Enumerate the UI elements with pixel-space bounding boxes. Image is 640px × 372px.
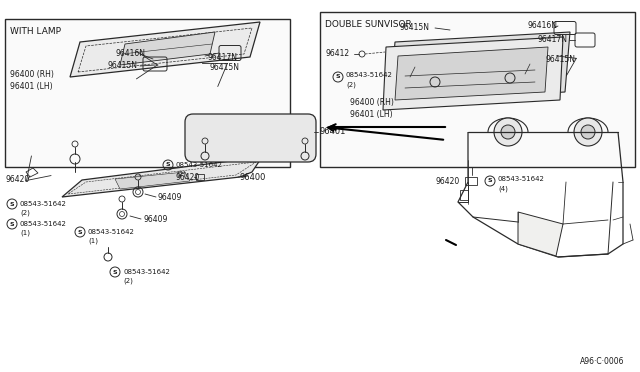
Circle shape bbox=[494, 118, 522, 146]
Text: 96415N: 96415N bbox=[545, 55, 575, 64]
Text: 96420: 96420 bbox=[435, 176, 460, 186]
Text: 96400: 96400 bbox=[240, 173, 266, 183]
Text: 08543-51642: 08543-51642 bbox=[346, 72, 393, 78]
Text: 08543-51642: 08543-51642 bbox=[20, 201, 67, 207]
Polygon shape bbox=[120, 32, 215, 65]
Text: 96416N: 96416N bbox=[528, 22, 558, 31]
Text: 96420: 96420 bbox=[175, 173, 199, 182]
Text: 08543-51642: 08543-51642 bbox=[176, 162, 223, 168]
Circle shape bbox=[581, 125, 595, 139]
Text: S: S bbox=[113, 269, 117, 275]
Text: S: S bbox=[77, 230, 83, 234]
Polygon shape bbox=[518, 212, 563, 256]
Bar bbox=[320, 12, 635, 167]
Polygon shape bbox=[62, 157, 262, 197]
Polygon shape bbox=[390, 32, 570, 102]
Text: 96401 (LH): 96401 (LH) bbox=[350, 110, 392, 119]
Text: 08543-51642: 08543-51642 bbox=[20, 221, 67, 227]
Text: S: S bbox=[488, 179, 492, 183]
Text: (2): (2) bbox=[176, 171, 186, 177]
Polygon shape bbox=[395, 47, 548, 100]
Text: 96401: 96401 bbox=[320, 128, 346, 137]
Text: S: S bbox=[166, 163, 170, 167]
Text: 96416N: 96416N bbox=[115, 49, 145, 58]
Bar bbox=[460, 190, 468, 200]
Text: 96417N: 96417N bbox=[538, 35, 568, 45]
Polygon shape bbox=[383, 37, 563, 110]
Text: 96409: 96409 bbox=[158, 192, 182, 202]
Text: (1): (1) bbox=[88, 238, 98, 244]
Text: WITH LAMP: WITH LAMP bbox=[10, 27, 61, 36]
Text: 96415N: 96415N bbox=[210, 64, 240, 73]
Bar bbox=[5, 19, 290, 167]
FancyBboxPatch shape bbox=[185, 114, 316, 162]
Polygon shape bbox=[70, 22, 260, 77]
Text: 08543-51642: 08543-51642 bbox=[498, 176, 545, 182]
Text: (2): (2) bbox=[20, 210, 30, 216]
Text: 96401 (LH): 96401 (LH) bbox=[10, 83, 52, 92]
Text: (2): (2) bbox=[346, 82, 356, 88]
Circle shape bbox=[501, 125, 515, 139]
Text: S: S bbox=[10, 202, 14, 206]
Text: (1): (1) bbox=[20, 230, 30, 236]
Circle shape bbox=[574, 118, 602, 146]
Text: S: S bbox=[10, 221, 14, 227]
Text: A96·C·0006: A96·C·0006 bbox=[580, 357, 625, 366]
Text: 96409: 96409 bbox=[143, 215, 168, 224]
Text: 08543-51642: 08543-51642 bbox=[88, 229, 135, 235]
Text: 96400 (RH): 96400 (RH) bbox=[10, 70, 54, 78]
Text: 96400 (RH): 96400 (RH) bbox=[350, 97, 394, 106]
Text: S: S bbox=[336, 74, 340, 80]
Text: 96415N: 96415N bbox=[400, 23, 430, 32]
Text: 08543-51642: 08543-51642 bbox=[123, 269, 170, 275]
Text: 96412: 96412 bbox=[325, 49, 349, 58]
Text: (2): (2) bbox=[123, 278, 133, 284]
Text: 96417N: 96417N bbox=[207, 54, 237, 62]
Text: 96420: 96420 bbox=[5, 174, 29, 183]
Text: DOUBLE SUNVISOR: DOUBLE SUNVISOR bbox=[325, 20, 412, 29]
Text: (4): (4) bbox=[498, 186, 508, 192]
Text: 96415N: 96415N bbox=[108, 61, 138, 71]
Polygon shape bbox=[115, 172, 190, 189]
